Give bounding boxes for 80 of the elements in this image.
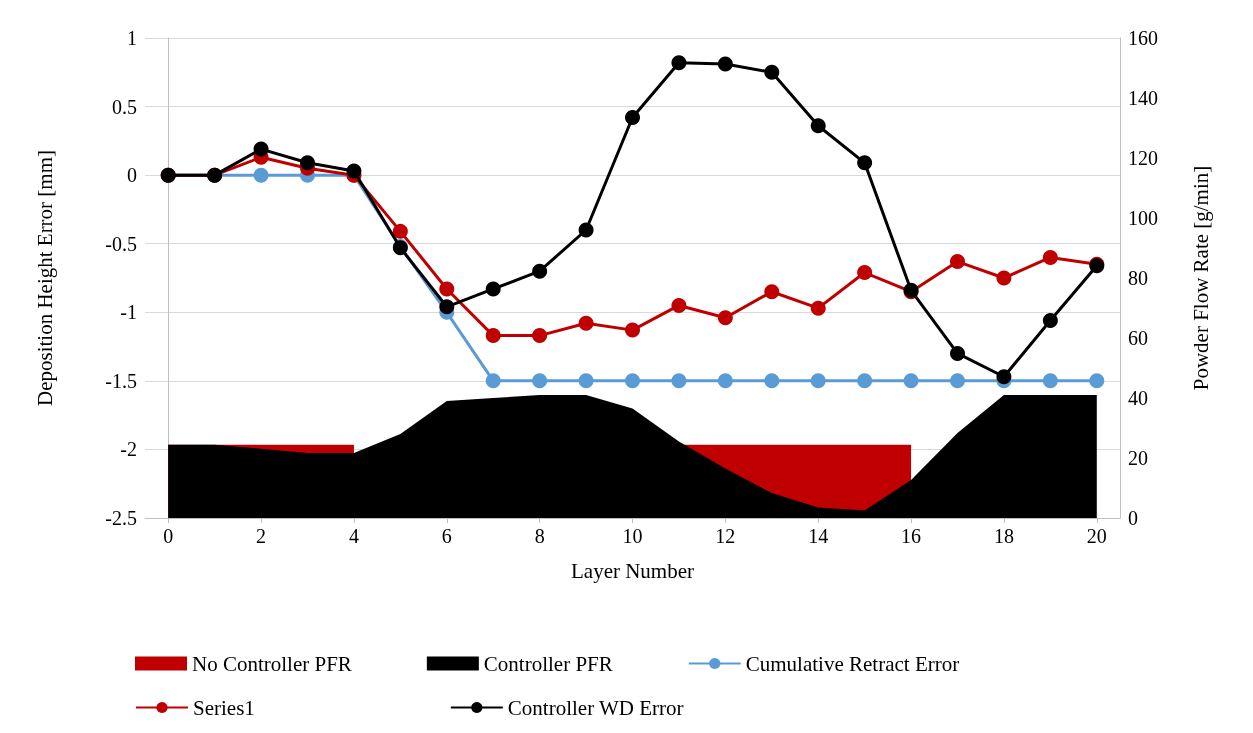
legend-label: Controller PFR — [483, 651, 613, 676]
point — [532, 263, 548, 279]
x-tick-label: 18 — [993, 525, 1014, 547]
point — [810, 300, 826, 316]
x-tick-label: 4 — [348, 525, 359, 547]
point — [300, 155, 315, 171]
x-tick-label: 20 — [1086, 525, 1107, 547]
point — [532, 328, 548, 344]
point — [671, 373, 687, 389]
point — [903, 373, 919, 389]
point — [578, 315, 594, 331]
point — [857, 373, 873, 389]
point — [950, 345, 965, 361]
legend-label: Series1 — [193, 695, 255, 720]
x-axis-title: Layer Number — [570, 558, 695, 583]
point — [717, 373, 733, 389]
x-tick-label: 6 — [441, 525, 452, 547]
point — [253, 141, 269, 157]
y2-tick-label: 160 — [1128, 27, 1158, 49]
y2-tick-label: 0 — [1128, 507, 1138, 529]
point — [950, 254, 965, 270]
point — [996, 369, 1012, 385]
legend-label: No Controller PFR — [192, 651, 352, 676]
y2-tick-label: 140 — [1128, 87, 1158, 109]
point — [1042, 249, 1058, 265]
point — [857, 155, 873, 171]
x-tick-label: 10 — [622, 525, 643, 547]
y2-tick-label: 80 — [1128, 267, 1148, 289]
y-tick-label: 1 — [127, 27, 137, 49]
y-tick-label: -1 — [120, 301, 137, 324]
y-tick-label: -2 — [120, 438, 137, 461]
point — [810, 118, 826, 134]
x-tick-label: 14 — [808, 525, 829, 547]
x-tick-label: 8 — [534, 525, 545, 547]
y-tick-label: -0.5 — [105, 232, 137, 255]
point — [810, 373, 826, 389]
y2-tick-label: 40 — [1128, 387, 1148, 409]
point — [625, 110, 640, 126]
point — [1042, 373, 1058, 389]
point — [671, 55, 687, 71]
point — [439, 299, 455, 315]
x-tick-label: 12 — [715, 525, 736, 547]
legend-label: Cumulative Retract Error — [745, 651, 960, 676]
point — [625, 322, 640, 338]
y2-tick-label: 100 — [1128, 207, 1158, 229]
y-tick-label: 0 — [127, 164, 137, 187]
point — [485, 328, 501, 344]
point — [950, 373, 965, 389]
point — [717, 310, 733, 326]
point — [996, 270, 1012, 286]
y-axis-title: Deposition Height Error [mm] — [32, 149, 57, 407]
point — [764, 373, 780, 389]
point — [392, 223, 408, 239]
point — [485, 373, 501, 389]
point — [578, 373, 594, 389]
point — [578, 222, 594, 238]
point — [625, 373, 640, 389]
point — [671, 297, 687, 313]
point — [764, 284, 780, 300]
point — [485, 281, 501, 297]
point — [1042, 313, 1058, 329]
x-tick-label: 16 — [901, 525, 922, 547]
point — [717, 56, 733, 72]
point — [1089, 373, 1105, 389]
x-tick-label: 0 — [163, 525, 174, 547]
y-tick-label: 0.5 — [112, 95, 137, 118]
x-tick-label: 2 — [256, 525, 267, 547]
y2-tick-label: 20 — [1128, 447, 1148, 469]
y2-tick-label: 60 — [1128, 327, 1148, 349]
point — [532, 373, 548, 389]
point — [764, 64, 780, 80]
point — [857, 265, 873, 281]
point — [346, 163, 362, 179]
y-tick-label: -2.5 — [105, 507, 137, 529]
legend-label: Controller WD Error — [507, 695, 684, 720]
y2-axis-title: Powder Flow Rate [g/min] — [1188, 165, 1213, 391]
point — [253, 167, 269, 183]
y2-tick-label: 120 — [1128, 147, 1158, 169]
point — [439, 281, 455, 297]
y-tick-label: -1.5 — [105, 369, 137, 392]
